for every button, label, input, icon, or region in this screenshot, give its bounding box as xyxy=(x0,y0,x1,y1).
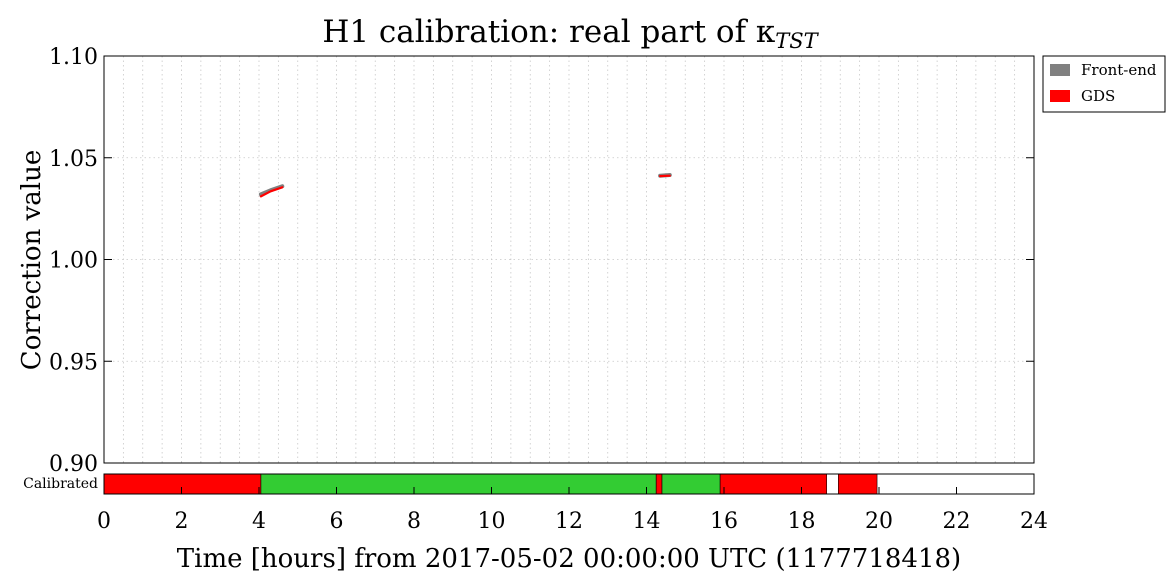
x-tick-label: 2 xyxy=(175,509,189,534)
x-tick-label: 18 xyxy=(788,509,816,534)
x-tick-label: 14 xyxy=(633,509,661,534)
series-line-gds xyxy=(259,186,284,198)
legend-swatch-gds xyxy=(1050,90,1070,102)
x-axis-ticks: 0 2 4 6 8 10 12 14 16 18 20 22 24 xyxy=(97,487,1048,534)
x-tick-label: 24 xyxy=(1020,509,1048,534)
segment-red xyxy=(719,473,827,495)
legend: Front-end GDS xyxy=(1042,55,1166,113)
y-tick-label: 1.10 xyxy=(49,45,98,70)
segment-green xyxy=(260,473,657,495)
segment-bar-label: Calibrated xyxy=(23,476,98,492)
segment-green xyxy=(661,473,721,495)
x-tick-label: 12 xyxy=(555,509,583,534)
x-tick-label: 4 xyxy=(252,509,266,534)
chart-title-subscript: TST xyxy=(775,29,819,53)
x-tick-label: 22 xyxy=(943,509,971,534)
x-axis-label: Time [hours] from 2017-05-02 00:00:00 UT… xyxy=(177,544,961,574)
legend-swatch-front-end xyxy=(1050,64,1070,76)
x-tick-label: 20 xyxy=(865,509,893,534)
x-tick-label: 8 xyxy=(407,509,421,534)
legend-label-front-end: Front-end xyxy=(1081,61,1157,79)
segment-red xyxy=(655,473,663,495)
x-tick-label: 6 xyxy=(330,509,344,534)
y-tick-label: 0.90 xyxy=(49,452,98,477)
y-tick-label: 1.00 xyxy=(49,249,98,274)
segment-bar xyxy=(103,473,878,495)
x-tick-label: 10 xyxy=(478,509,506,534)
x-tick-label: 16 xyxy=(710,509,738,534)
y-axis-ticks: 0.90 0.95 1.00 1.05 1.10 xyxy=(49,45,1034,477)
y-axis-label: Correction value xyxy=(17,150,47,370)
y-tick-label: 1.05 xyxy=(49,147,98,172)
segment-red xyxy=(838,473,878,495)
y-tick-label: 0.95 xyxy=(49,350,98,375)
legend-label-gds: GDS xyxy=(1081,87,1115,105)
grid-lines xyxy=(104,56,1034,463)
x-tick-label: 0 xyxy=(97,509,111,534)
chart-title: H1 calibration: real part of κTST xyxy=(322,14,819,53)
chart-title-main: H1 calibration: real part of κ xyxy=(322,14,775,50)
segment-red xyxy=(103,473,262,495)
